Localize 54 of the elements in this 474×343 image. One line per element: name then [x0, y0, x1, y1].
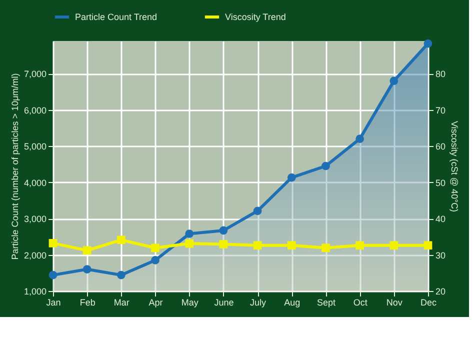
point — [322, 244, 330, 252]
x-tick-label: May — [181, 298, 199, 308]
x-tick-label: Nov — [386, 298, 403, 308]
x-tick-label: Apr — [148, 298, 163, 308]
point — [287, 173, 296, 182]
x-tick-label: Aug — [284, 298, 300, 308]
y2-tick-label: 80 — [436, 69, 446, 80]
legend-label: Particle Count Trend — [75, 12, 158, 22]
point — [219, 226, 228, 235]
point — [424, 241, 432, 250]
y2-tick-label: 50 — [436, 178, 446, 188]
x-tick-label: June — [214, 298, 234, 308]
x-tick-label: Sept — [316, 298, 336, 308]
y-axis-title: Particle Count (number of particles > 10μm/ml) — [10, 73, 20, 260]
point — [185, 239, 194, 248]
y2-tick-label: 70 — [436, 105, 446, 116]
point — [151, 256, 160, 264]
x-tick-label: July — [250, 298, 267, 308]
x-tick-label: Mar — [114, 298, 130, 308]
x-tick-label: Feb — [80, 298, 96, 308]
x-tick-label: Oct — [353, 298, 368, 308]
point — [356, 241, 364, 250]
x-tick-label: Dec — [420, 298, 437, 308]
point — [151, 244, 160, 252]
y-tick-label: 2,000 — [24, 250, 46, 260]
y-tick-label: 1,000 — [24, 286, 46, 296]
point — [390, 76, 398, 86]
point — [390, 241, 398, 250]
y2-tick-label: 30 — [436, 250, 446, 260]
y2-axis-title: Viscosity (cSt @ 40°C) — [450, 120, 460, 212]
point — [117, 270, 126, 280]
point — [48, 270, 58, 280]
point — [287, 241, 296, 250]
point — [48, 238, 58, 248]
point — [253, 206, 262, 216]
point — [322, 162, 330, 170]
y-tick-label: 7,000 — [24, 69, 46, 80]
point — [219, 240, 228, 248]
point — [356, 134, 364, 143]
legend-label: Viscosity Trend — [225, 12, 286, 22]
y-tick-label: 4,000 — [24, 178, 46, 188]
point — [424, 39, 432, 48]
point — [82, 246, 92, 255]
y2-tick-label: 40 — [436, 214, 446, 224]
x-tick-label: Jan — [46, 298, 61, 308]
point — [117, 236, 126, 244]
y-tick-label: 6,000 — [24, 105, 46, 116]
y2-tick-label: 20 — [436, 286, 446, 296]
y-tick-label: 3,000 — [24, 214, 46, 224]
y-tick-label: 5,000 — [24, 142, 46, 152]
y2-tick-label: 60 — [436, 142, 446, 152]
point — [82, 265, 92, 274]
point — [185, 230, 194, 238]
point — [253, 241, 262, 250]
